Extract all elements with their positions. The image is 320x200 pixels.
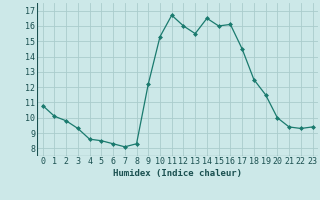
X-axis label: Humidex (Indice chaleur): Humidex (Indice chaleur) — [113, 169, 242, 178]
